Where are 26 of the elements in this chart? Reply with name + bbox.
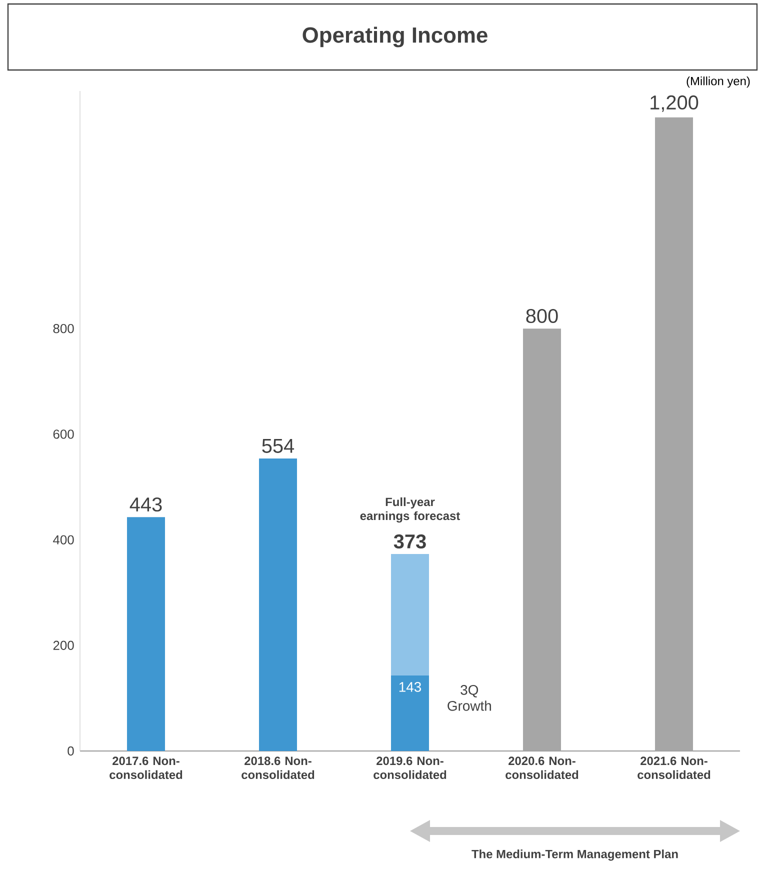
annotation: Full-year earnings forecast: [360, 497, 460, 523]
data-label: 143: [400, 682, 422, 692]
bar: [127, 517, 166, 751]
bar: [391, 675, 430, 751]
y-tick-label: 400: [53, 535, 74, 544]
x-tick-label: 2018.6 Non-consolidated: [242, 756, 314, 780]
bar: [523, 328, 562, 751]
y-tick-label: 600: [54, 430, 74, 439]
y-tick-label: 0: [68, 746, 74, 756]
text: (Million yen): [686, 76, 750, 88]
data-label: 373: [394, 534, 426, 549]
x-tick-label: 2019.6 Non-consolidated: [374, 756, 446, 780]
data-label: 443: [130, 497, 162, 512]
text: The Medium-Term Management Plan: [472, 850, 678, 861]
x-tick-label: 2021.6 Non-consolidated: [638, 756, 710, 780]
bar: [259, 458, 298, 751]
y-tick-label: 800: [54, 324, 74, 334]
x-tick-label: 2020.6 Non-consolidated: [506, 756, 578, 780]
x-tick-label: 2017.6 Non-consolidated: [110, 756, 182, 780]
annotation: 3Q Growth: [448, 685, 492, 711]
chart-title: Operating Income: [302, 26, 488, 48]
data-label: 554: [262, 439, 294, 453]
y-tick-label: 200: [54, 640, 74, 650]
data-label: 1,200: [650, 95, 698, 112]
bar: [655, 117, 694, 751]
data-label: 800: [526, 308, 558, 324]
